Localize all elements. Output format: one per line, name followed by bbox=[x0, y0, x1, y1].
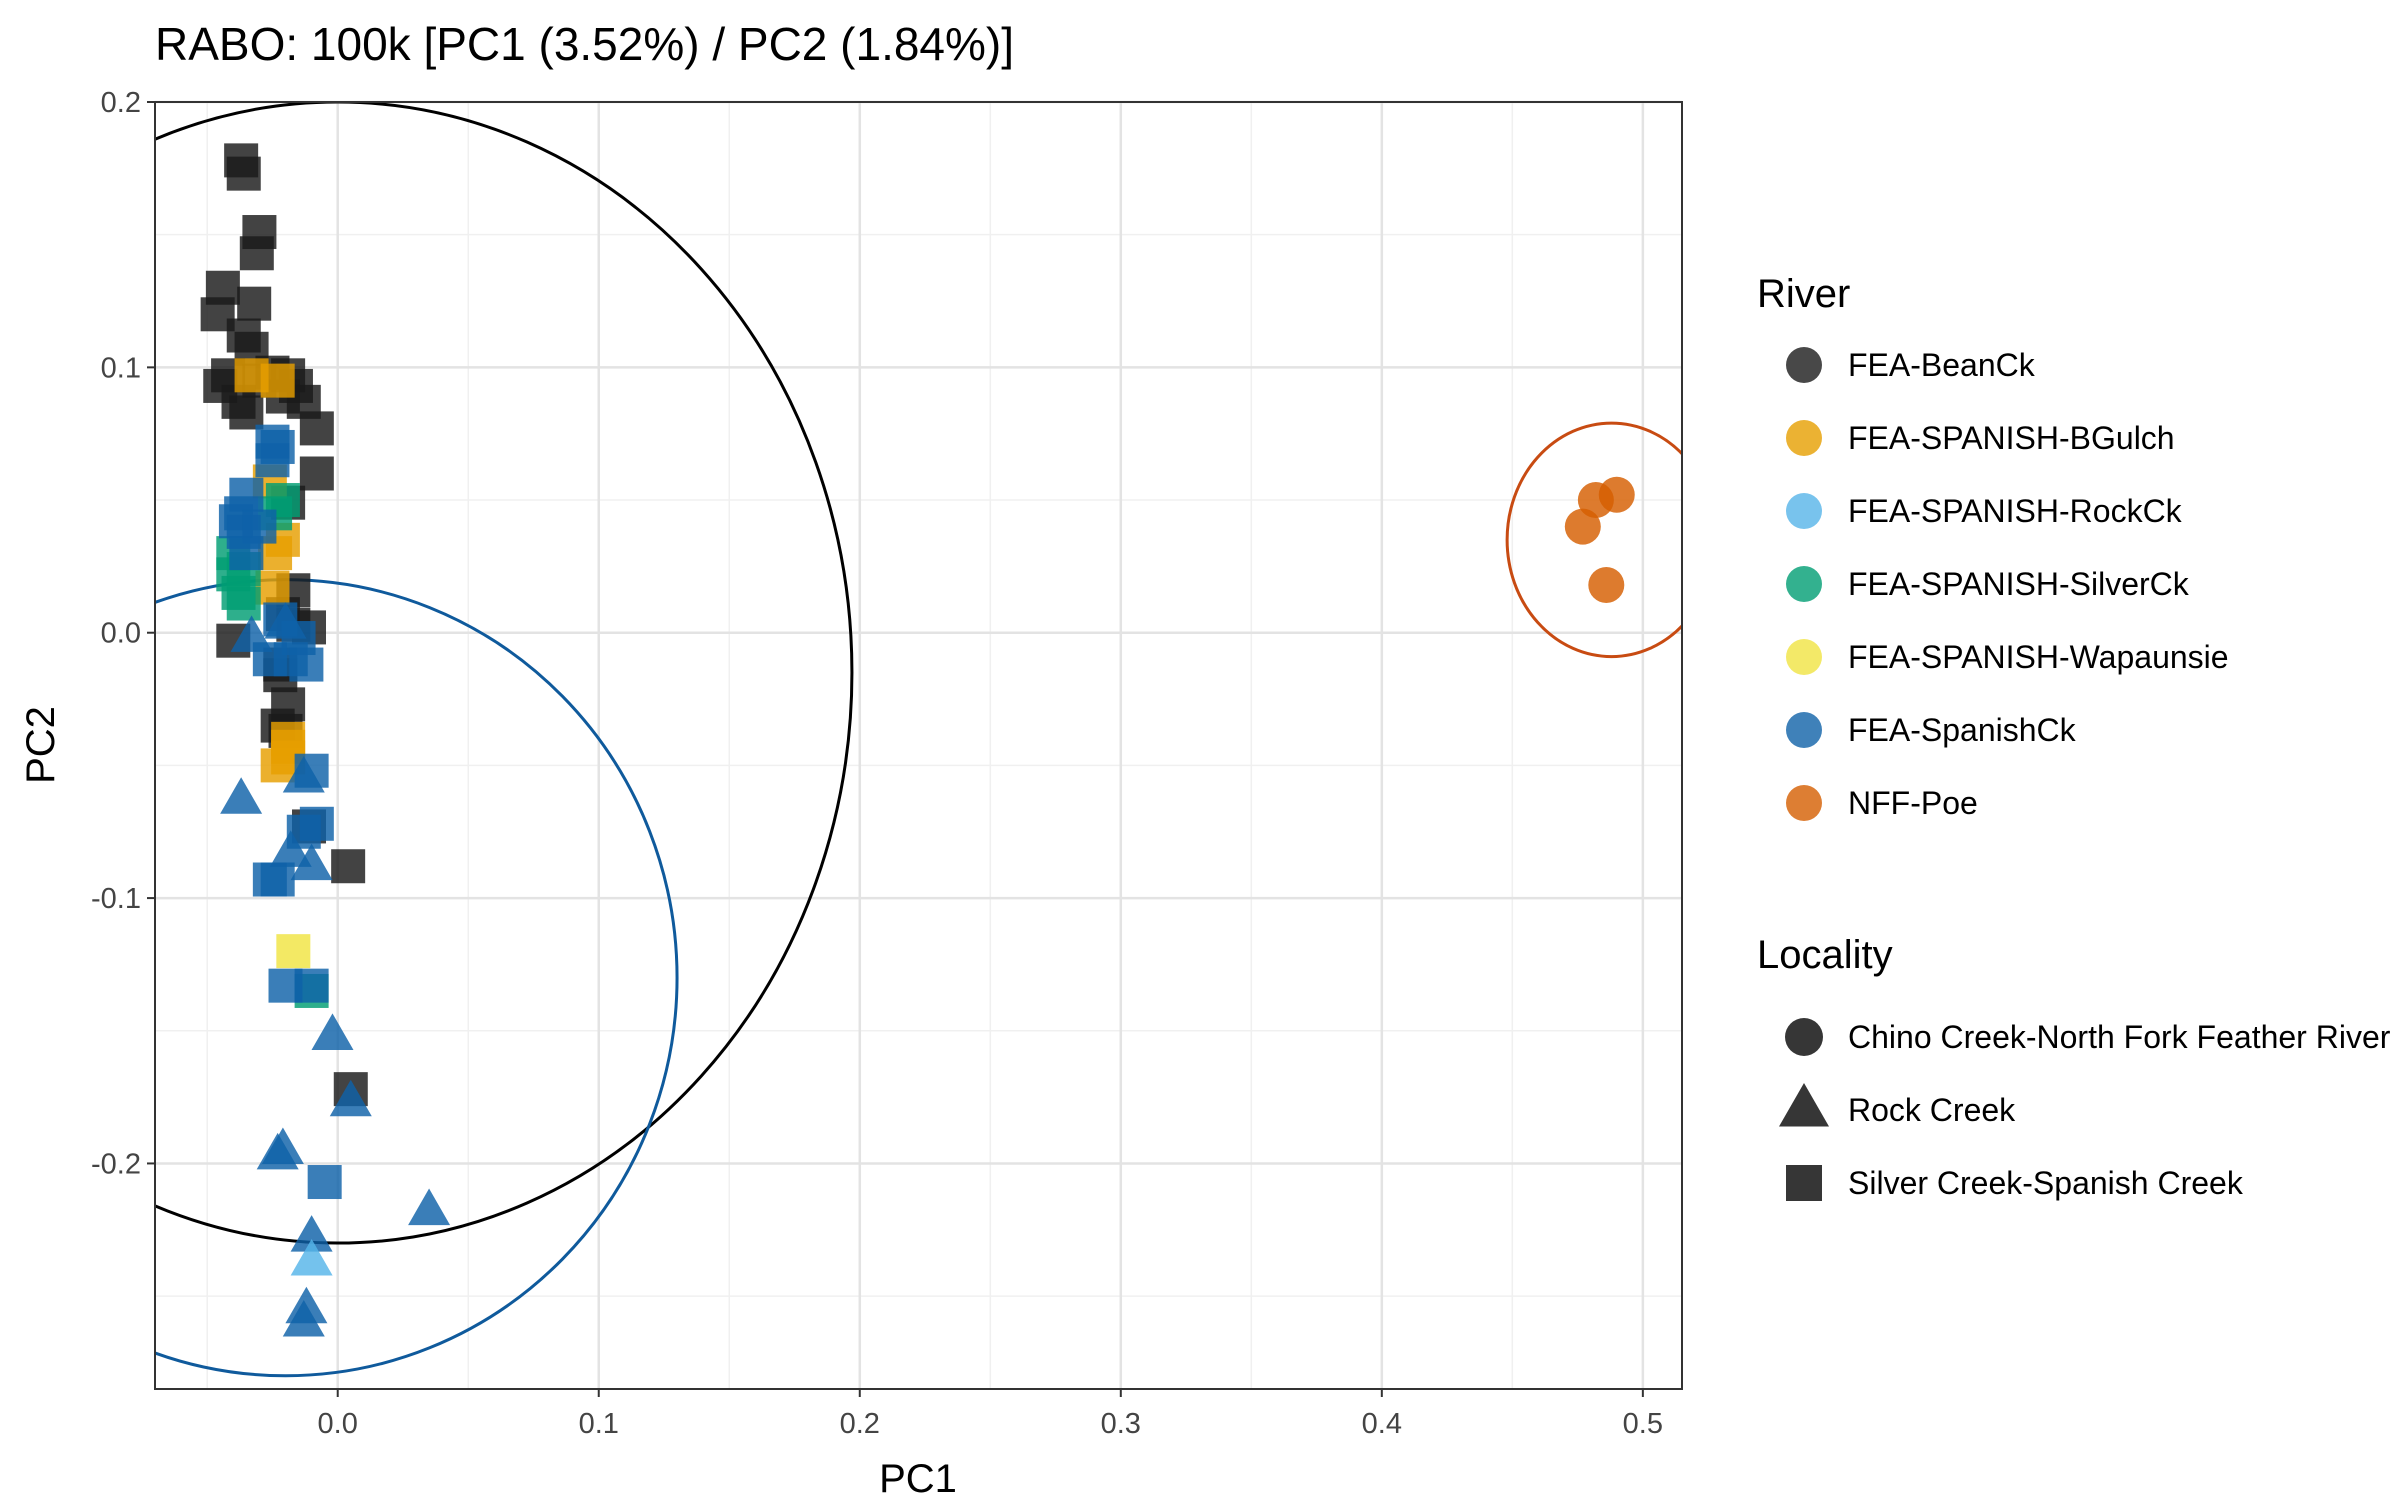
legend-key-circle bbox=[1786, 639, 1822, 675]
y-tick-label: 0.1 bbox=[101, 352, 141, 384]
data-point-triangle bbox=[290, 843, 333, 881]
data-point-square bbox=[299, 456, 334, 491]
x-tick-label: 0.5 bbox=[1623, 1408, 1663, 1440]
legend-key-circle bbox=[1786, 420, 1822, 456]
data-point-triangle bbox=[256, 1132, 299, 1170]
legend-key-triangle bbox=[1779, 1083, 1829, 1127]
data-point-square bbox=[289, 647, 324, 682]
data-point-square bbox=[229, 536, 264, 571]
plot-panel-border bbox=[154, 101, 1683, 1390]
data-point-square bbox=[294, 968, 329, 1003]
legend-key-circle bbox=[1786, 493, 1822, 529]
data-point-square bbox=[299, 411, 334, 446]
x-tick-label: 0.4 bbox=[1362, 1408, 1402, 1440]
y-axis: 0.2 0.1 0.0 -0.1 -0.2 bbox=[91, 87, 155, 1180]
y-tick-label: -0.1 bbox=[91, 883, 141, 915]
legend-key-circle bbox=[1785, 1018, 1823, 1056]
legend-key-square bbox=[1786, 1165, 1822, 1201]
data-point-triangle bbox=[290, 1215, 333, 1252]
data-point-triangle bbox=[282, 756, 325, 793]
legend-key-circle bbox=[1786, 347, 1822, 383]
chart-title: RABO: 100k [PC1 (3.52%) / PC2 (1.84%)] bbox=[155, 18, 1014, 70]
x-axis-label: PC1 bbox=[879, 1457, 957, 1500]
data-points bbox=[200, 143, 1635, 1337]
data-point-square bbox=[226, 586, 261, 621]
y-tick-label: 0.0 bbox=[101, 618, 141, 650]
legend-label: FEA-SPANISH-Wapaunsie bbox=[1848, 639, 2229, 675]
data-point-square bbox=[276, 934, 311, 969]
legend-locality-title: Locality bbox=[1757, 933, 1893, 977]
legend-label: FEA-SPANISH-SilverCk bbox=[1848, 566, 2190, 602]
legend-key-circle bbox=[1786, 566, 1822, 602]
legend-label: FEA-SpanishCk bbox=[1848, 712, 2077, 748]
data-point-triangle bbox=[264, 602, 307, 639]
data-point-triangle bbox=[329, 1079, 372, 1117]
legend-label: Rock Creek bbox=[1848, 1092, 2016, 1128]
legend-key-circle bbox=[1786, 785, 1822, 821]
legend-label: NFF-Poe bbox=[1848, 785, 1978, 821]
y-tick-label: -0.2 bbox=[91, 1148, 141, 1180]
data-point-triangle bbox=[311, 1013, 354, 1050]
legend-label: Chino Creek-North Fork Feather River bbox=[1848, 1019, 2391, 1055]
minor-gridlines bbox=[155, 102, 1682, 1389]
legend-river: River FEA-BeanCk FEA-SPANISH-BGulch FEA-SP… bbox=[1757, 272, 2229, 821]
data-point-square bbox=[307, 1165, 342, 1200]
legend-river-title: River bbox=[1757, 272, 1850, 316]
x-tick-label: 0.3 bbox=[1101, 1408, 1141, 1440]
data-point-triangle bbox=[290, 1238, 333, 1276]
data-point-square bbox=[260, 862, 295, 897]
legend-label: FEA-BeanCk bbox=[1848, 347, 2036, 383]
legend-label: FEA-SPANISH-BGulch bbox=[1848, 420, 2175, 456]
y-tick-label: 0.2 bbox=[101, 87, 141, 119]
data-point-square bbox=[239, 236, 274, 271]
data-point-square bbox=[331, 849, 366, 884]
legend-label: Silver Creek-Spanish Creek bbox=[1848, 1165, 2244, 1201]
data-point-triangle bbox=[269, 830, 312, 867]
ellipse-nff-poe bbox=[1505, 421, 1682, 659]
data-point-triangle bbox=[230, 615, 273, 652]
data-point-square bbox=[226, 156, 261, 191]
data-point-square bbox=[260, 429, 295, 464]
x-tick-label: 0.0 bbox=[318, 1408, 358, 1440]
data-point-triangle bbox=[408, 1188, 451, 1226]
legend-locality: Locality Chino Creek-North Fork Feather … bbox=[1757, 933, 2391, 1201]
ellipse-fea-beanck bbox=[155, 102, 854, 1245]
data-point-square bbox=[229, 395, 264, 430]
data-point-circle bbox=[1564, 508, 1601, 545]
x-tick-label: 0.2 bbox=[840, 1408, 880, 1440]
data-point-triangle bbox=[282, 1300, 325, 1337]
y-axis-label: PC2 bbox=[19, 706, 63, 784]
data-point-square bbox=[260, 363, 295, 398]
legend-key-circle bbox=[1786, 712, 1822, 748]
x-tick-label: 0.1 bbox=[579, 1408, 619, 1440]
data-point-triangle bbox=[220, 777, 263, 814]
legend-label: FEA-SPANISH-RockCk bbox=[1848, 493, 2183, 529]
data-point-square bbox=[237, 286, 272, 321]
data-point-circle bbox=[1588, 566, 1625, 603]
data-point-square bbox=[255, 570, 290, 605]
x-axis: 0.0 0.1 0.2 0.3 0.4 0.5 bbox=[318, 1389, 1663, 1440]
